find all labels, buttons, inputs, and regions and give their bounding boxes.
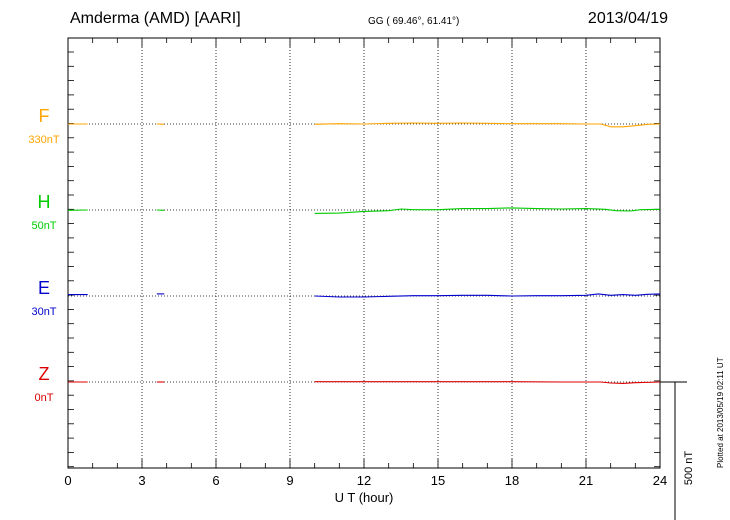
station-title: Amderma (AMD) [AARI] xyxy=(70,10,241,27)
series-name-h: H xyxy=(38,192,51,212)
series-baseline-z: 0nT xyxy=(35,392,54,404)
plotted-at-note: Plotted at 2013/05/19 02:11 UT xyxy=(716,357,725,468)
series-baseline-h: 50nT xyxy=(31,220,56,232)
plot-frame xyxy=(67,37,661,469)
series-line-e xyxy=(314,293,661,298)
x-tick-label: 15 xyxy=(431,473,445,488)
series-baseline-e: 30nT xyxy=(31,306,56,318)
series-line-f xyxy=(314,122,661,128)
x-tick-label: 24 xyxy=(653,473,667,488)
x-tick-label: 0 xyxy=(64,473,71,488)
x-tick-label: 21 xyxy=(579,473,593,488)
x-tick-label: 18 xyxy=(505,473,519,488)
series-baseline-f: 330nT xyxy=(28,134,59,146)
series-name-f: F xyxy=(39,106,50,126)
geographic-coordinates: GG ( 69.46°, 61.41°) xyxy=(368,16,460,27)
scale-bar-label: 500 nT xyxy=(683,451,695,486)
series-name-e: E xyxy=(38,278,50,298)
series-line-z xyxy=(314,381,661,384)
series-line-h xyxy=(314,207,661,214)
x-axis-label: U T (hour) xyxy=(335,490,394,505)
plot-date: 2013/04/19 xyxy=(587,10,668,27)
series-name-z: Z xyxy=(39,364,50,384)
x-tick-label: 3 xyxy=(138,473,145,488)
x-tick-label: 12 xyxy=(357,473,371,488)
x-tick-label: 9 xyxy=(286,473,293,488)
x-tick-label: 6 xyxy=(212,473,219,488)
